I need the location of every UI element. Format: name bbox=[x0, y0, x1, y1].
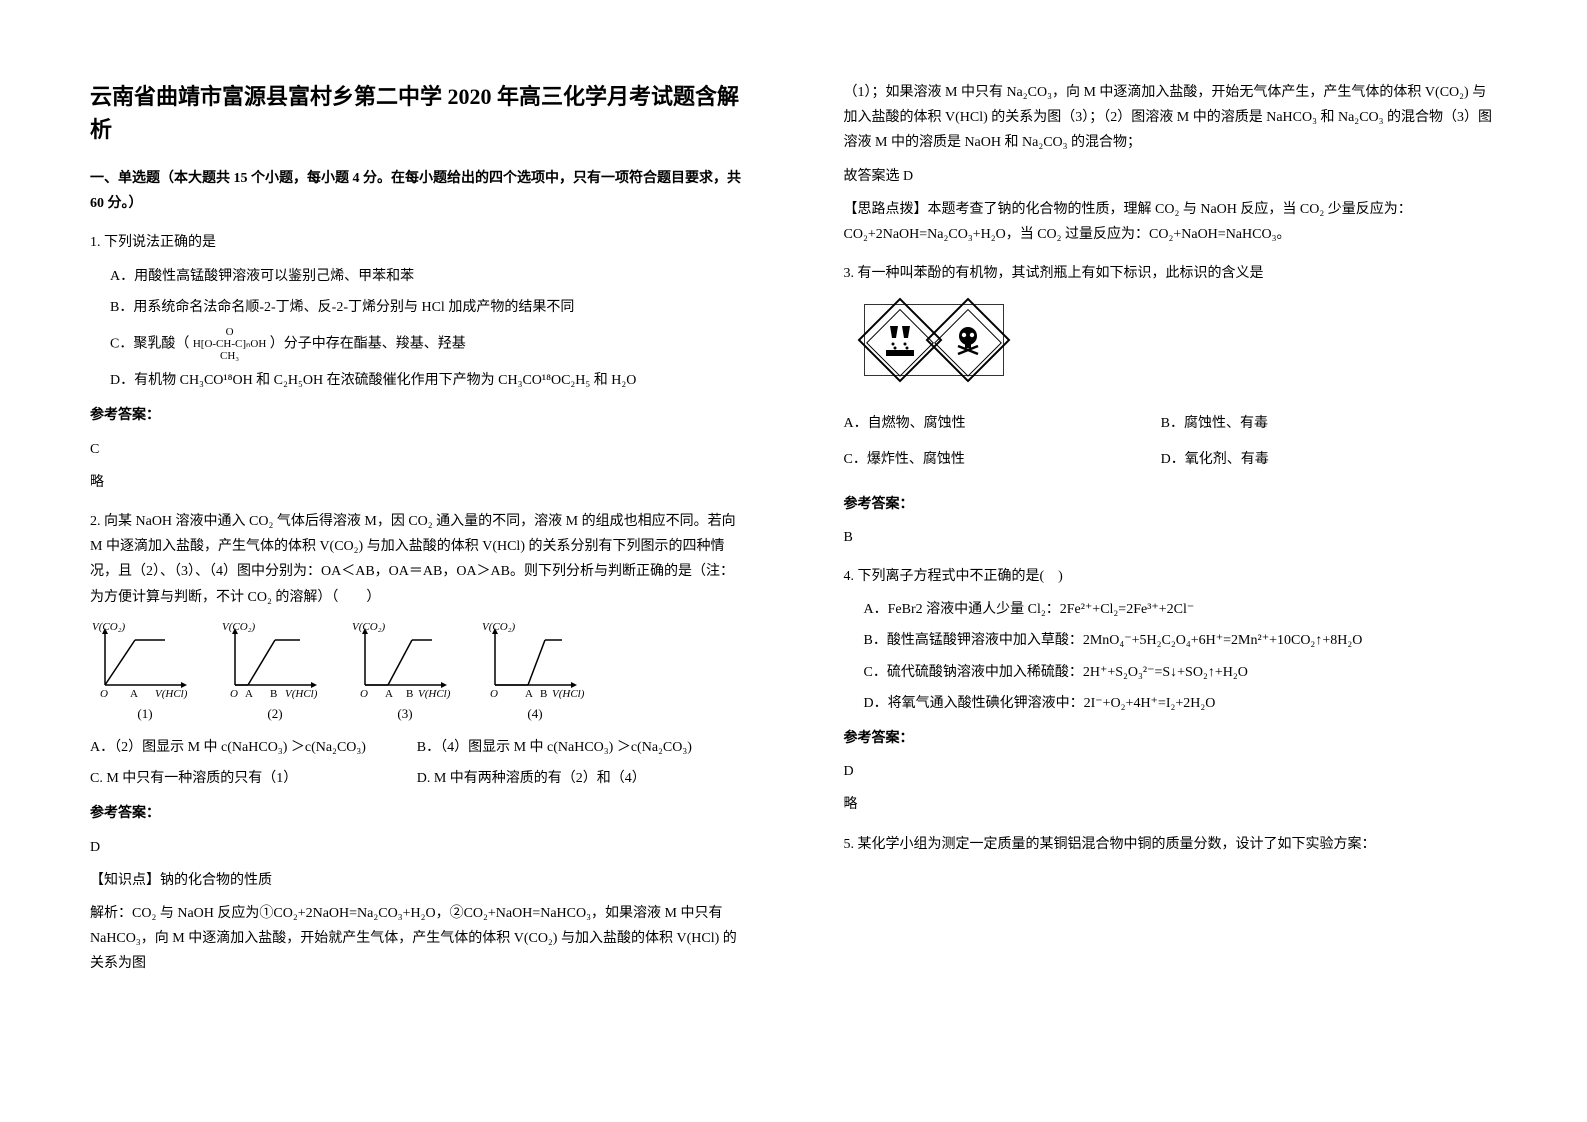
chart-2-svg: V(CO₂) O A B V(HCl) bbox=[220, 620, 330, 700]
svg-text:O: O bbox=[100, 688, 108, 700]
q3-option-a: A．自燃物、腐蚀性 bbox=[844, 411, 1158, 436]
svg-text:V(HCl): V(HCl) bbox=[552, 688, 585, 700]
page-title: 云南省曲靖市富源县富村乡第二中学 2020 年高三化学月考试题含解析 bbox=[90, 80, 744, 146]
q5-stem: 5. 某化学小组为测定一定质量的某铜铝混合物中铜的质量分数，设计了如下实验方案： bbox=[844, 832, 1498, 857]
chart-2-label: (2) bbox=[267, 702, 282, 725]
q2-conclusion: 故答案选 D bbox=[844, 164, 1498, 189]
answer-label-2: 参考答案： bbox=[90, 801, 744, 826]
q1-optc-prefix: C．聚乳酸（ bbox=[110, 336, 189, 351]
answer-label: 参考答案： bbox=[90, 403, 744, 428]
chart-3: V(CO₂) O A B V(HCl) (3) bbox=[350, 620, 460, 725]
svg-text:V(CO₂): V(CO₂) bbox=[92, 621, 125, 633]
svg-text:B: B bbox=[540, 688, 547, 700]
q1-answer: C bbox=[90, 437, 744, 462]
q3-option-d: D．氧化剂、有毒 bbox=[1161, 447, 1475, 472]
svg-text:A: A bbox=[525, 688, 533, 700]
chart-4-svg: V(CO₂) O A B V(HCl) bbox=[480, 620, 590, 700]
skull-icon bbox=[950, 322, 986, 358]
q2-explain: 解析：CO₂ 与 NaOH 反应为①CO₂+2NaOH=Na₂CO₃+H₂O，②… bbox=[90, 901, 744, 977]
chart-2: V(CO₂) O A B V(HCl) (2) bbox=[220, 620, 330, 725]
section-header: 一、单选题（本大题共 15 个小题，每小题 4 分。在每小题给出的四个选项中，只… bbox=[90, 166, 744, 216]
svg-text:O: O bbox=[490, 688, 498, 700]
svg-text:A: A bbox=[385, 688, 393, 700]
q2-option-d: D. M 中有两种溶质的有（2）和（4） bbox=[417, 766, 744, 791]
q1-stem: 1. 下列说法正确的是 bbox=[90, 230, 744, 255]
q4-explain: 略 bbox=[844, 792, 1498, 817]
q1-optc-suffix: ）分子中存在酯基、羧基、羟基 bbox=[270, 336, 466, 351]
corrosive-symbol bbox=[870, 310, 930, 370]
svg-text:B: B bbox=[406, 688, 413, 700]
q1-option-d: D．有机物 CH₃CO¹⁸OH 和 C₂H₅OH 在浓硫酸催化作用下产物为 CH… bbox=[110, 368, 744, 393]
toxic-symbol bbox=[938, 310, 998, 370]
q2-explain2: （1）；如果溶液 M 中只有 Na₂CO₃，向 M 中逐滴加入盐酸，开始无气体产… bbox=[844, 80, 1498, 156]
q2-stem: 2. 向某 NaOH 溶液中通入 CO₂ 气体后得溶液 M，因 CO₂ 通入量的… bbox=[90, 509, 744, 610]
q1-option-c: C．聚乳酸（ O H[O-CH-C]ₙOH CH₃ ）分子中存在酯基、羧基、羟基 bbox=[110, 326, 744, 362]
corrosive-icon bbox=[882, 322, 918, 358]
q2-options-row2: C. M 中只有一种溶质的只有（1） D. M 中有两种溶质的有（2）和（4） bbox=[90, 766, 744, 791]
svg-text:O: O bbox=[360, 688, 368, 700]
q4-option-b: B．酸性高锰酸钾溶液中加入草酸：2MnO₄⁻+5H₂C₂O₄+6H⁺=2Mn²⁺… bbox=[864, 628, 1498, 653]
q2-option-a: A．（2）图显示 M 中 c(NaHCO₃) ＞c(Na₂CO₃) bbox=[90, 735, 417, 760]
q2-options-row1: A．（2）图显示 M 中 c(NaHCO₃) ＞c(Na₂CO₃) B．（4）图… bbox=[90, 735, 744, 760]
chart-1-svg: V(CO₂) O A V(HCl) bbox=[90, 620, 200, 700]
q4-option-a: A．FeBr2 溶液中通人少量 Cl₂：2Fe²⁺+Cl₂=2Fe³⁺+2Cl⁻ bbox=[864, 597, 1498, 622]
q4-option-c: C．硫代硫酸钠溶液中加入稀硫酸：2H⁺+S₂O₃²⁻=S↓+SO₂↑+H₂O bbox=[864, 660, 1498, 685]
left-column: 云南省曲靖市富源县富村乡第二中学 2020 年高三化学月考试题含解析 一、单选题… bbox=[0, 0, 794, 1122]
q1-option-a: A．用酸性高锰酸钾溶液可以鉴别己烯、甲苯和苯 bbox=[110, 264, 744, 289]
answer-label-3: 参考答案： bbox=[844, 492, 1498, 517]
q4-option-d: D．将氧气通入酸性碘化钾溶液中：2I⁻+O₂+4H⁺=I₂+2H₂O bbox=[864, 691, 1498, 716]
q2-charts: V(CO₂) O A V(HCl) (1) V(CO₂) bbox=[90, 620, 744, 725]
q1-explain: 略 bbox=[90, 470, 744, 495]
chart-4: V(CO₂) O A B V(HCl) (4) bbox=[480, 620, 590, 725]
q1-option-b: B．用系统命名法命名顺-2-丁烯、反-2-丁烯分别与 HCl 加成产物的结果不同 bbox=[110, 295, 744, 320]
q2-option-b: B．（4）图显示 M 中 c(NaHCO₃) ＞c(Na₂CO₃) bbox=[417, 735, 744, 760]
q4-stem: 4. 下列离子方程式中不正确的是( ) bbox=[844, 564, 1498, 589]
chart-4-label: (4) bbox=[527, 702, 542, 725]
answer-label-4: 参考答案： bbox=[844, 726, 1498, 751]
chart-1: V(CO₂) O A V(HCl) (1) bbox=[90, 620, 200, 725]
q2-answer: D bbox=[90, 835, 744, 860]
q2-knowledge: 【知识点】钠的化合物的性质 bbox=[90, 868, 744, 893]
warning-symbols-box bbox=[864, 304, 1004, 376]
q3-answer: B bbox=[844, 525, 1498, 550]
chart-3-svg: V(CO₂) O A B V(HCl) bbox=[350, 620, 460, 700]
q3-options: A．自燃物、腐蚀性 B．腐蚀性、有毒 C．爆炸性、腐蚀性 D．氧化剂、有毒 bbox=[844, 411, 1498, 481]
q3-stem: 3. 有一种叫苯酚的有机物，其试剂瓶上有如下标识，此标识的含义是 bbox=[844, 261, 1498, 286]
svg-text:V(CO₂): V(CO₂) bbox=[222, 621, 255, 633]
svg-text:V(CO₂): V(CO₂) bbox=[352, 621, 385, 633]
svg-text:A: A bbox=[130, 688, 138, 700]
q4-answer: D bbox=[844, 759, 1498, 784]
q1-optc-formula: O H[O-CH-C]ₙOH CH₃ bbox=[193, 326, 266, 362]
svg-text:V(CO₂): V(CO₂) bbox=[482, 621, 515, 633]
chart-1-label: (1) bbox=[137, 702, 152, 725]
q2-option-c: C. M 中只有一种溶质的只有（1） bbox=[90, 766, 417, 791]
right-column: （1）；如果溶液 M 中只有 Na₂CO₃，向 M 中逐滴加入盐酸，开始无气体产… bbox=[794, 0, 1587, 1122]
q3-option-c: C．爆炸性、腐蚀性 bbox=[844, 447, 1158, 472]
q3-option-b: B．腐蚀性、有毒 bbox=[1161, 411, 1475, 436]
svg-text:A: A bbox=[245, 688, 253, 700]
svg-text:V(HCl): V(HCl) bbox=[155, 688, 188, 700]
chart-3-label: (3) bbox=[397, 702, 412, 725]
q2-tip: 【思路点拨】本题考查了钠的化合物的性质，理解 CO₂ 与 NaOH 反应，当 C… bbox=[844, 197, 1498, 247]
svg-text:V(HCl): V(HCl) bbox=[285, 688, 318, 700]
svg-text:V(HCl): V(HCl) bbox=[418, 688, 451, 700]
svg-text:O: O bbox=[230, 688, 238, 700]
svg-text:B: B bbox=[270, 688, 277, 700]
